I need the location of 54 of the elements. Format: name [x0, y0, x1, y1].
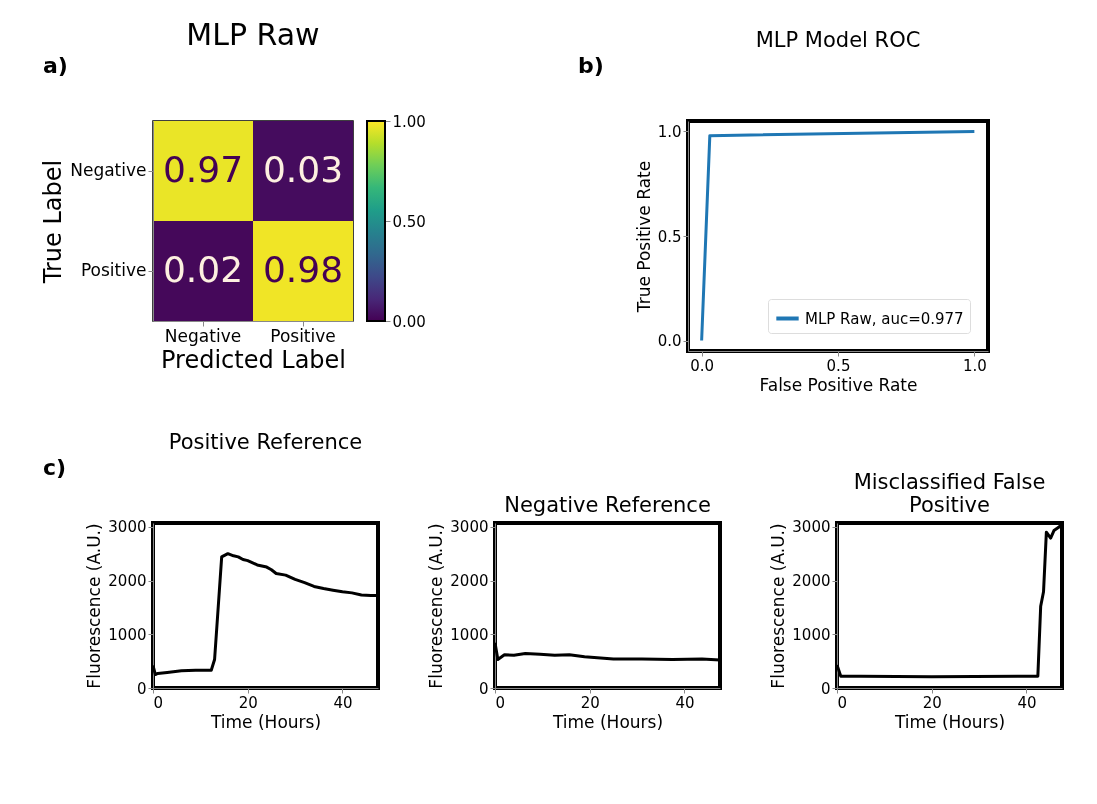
x-tick-label: 0 — [837, 693, 848, 712]
color-bar-label: 0.00 — [392, 312, 426, 331]
legend-label: MLP Raw, auc=0.977 — [805, 309, 964, 328]
data-label: 0.02 — [162, 249, 244, 290]
y-tick-label: 0 — [478, 679, 489, 698]
y-tick-label: 2000 — [108, 572, 147, 591]
x-tick-label: 40 — [333, 693, 353, 712]
y-axis-title: Fluorescence (A.U.) — [84, 523, 105, 689]
y-tick-label: 2000 — [450, 572, 489, 591]
x-tick-label: 20 — [580, 693, 600, 712]
y-axis-title: Fluorescence (A.U.) — [426, 523, 447, 689]
y-axis-title: True Label — [39, 159, 68, 285]
chart-title: Positive Reference — [168, 430, 363, 454]
y-tick-label: 0 — [820, 679, 831, 698]
y-tick-label: 2000 — [792, 572, 831, 591]
x-tick-label: 0 — [495, 693, 506, 712]
data-label: 0.03 — [262, 149, 344, 190]
text: c) — [43, 455, 67, 480]
y-tick-label: 0 — [136, 679, 147, 698]
y-tick-label: 1000 — [792, 625, 831, 644]
x-tick-label: 20 — [238, 693, 258, 712]
color-bar-label: 0.50 — [392, 212, 426, 231]
y-tick-label: Negative — [70, 160, 147, 180]
data-label: 0.97 — [162, 149, 244, 190]
y-tick-label: 1.0 — [657, 122, 682, 141]
x-tick-label: 20 — [922, 693, 942, 712]
y-tick-label: 1000 — [108, 625, 147, 644]
x-axis-title: Time (Hours) — [893, 711, 1006, 732]
y-tick-label: 3000 — [450, 518, 489, 537]
x-axis-title: Time (Hours) — [209, 711, 322, 732]
chart-title: Negative Reference — [504, 492, 711, 517]
chart-title: Misclassified False Positive — [853, 469, 1046, 517]
data-label: 0.98 — [262, 249, 344, 290]
chart-title: MLP Raw — [186, 17, 320, 52]
x-tick-label: 0.0 — [690, 356, 715, 375]
chart-title: MLP Model ROC — [755, 28, 921, 52]
y-tick-label: 1000 — [450, 625, 489, 644]
x-axis-title: False Positive Rate — [759, 374, 918, 395]
x-axis-title: Time (Hours) — [551, 711, 664, 732]
y-tick-label: 3000 — [792, 518, 831, 537]
text: b) — [578, 53, 604, 78]
text: a) — [43, 53, 68, 78]
color-bar-label: 1.00 — [392, 112, 426, 131]
y-axis-title: True Positive Rate — [633, 160, 654, 314]
x-tick-label: 40 — [1017, 693, 1037, 712]
x-tick-label: 0.5 — [826, 356, 851, 375]
y-tick-label: 3000 — [108, 518, 147, 537]
y-tick-label: 0.5 — [657, 227, 682, 246]
x-tick-label: 0 — [153, 693, 164, 712]
x-axis-title: Predicted Label — [160, 345, 347, 374]
y-axis-title: Fluorescence (A.U.) — [768, 523, 789, 689]
y-tick-label: Positive — [80, 260, 147, 280]
x-tick-label: 40 — [675, 693, 695, 712]
x-tick-label: 1.0 — [962, 356, 987, 375]
